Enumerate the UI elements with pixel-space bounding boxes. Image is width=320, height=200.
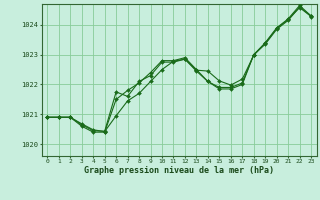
X-axis label: Graphe pression niveau de la mer (hPa): Graphe pression niveau de la mer (hPa) [84, 166, 274, 175]
